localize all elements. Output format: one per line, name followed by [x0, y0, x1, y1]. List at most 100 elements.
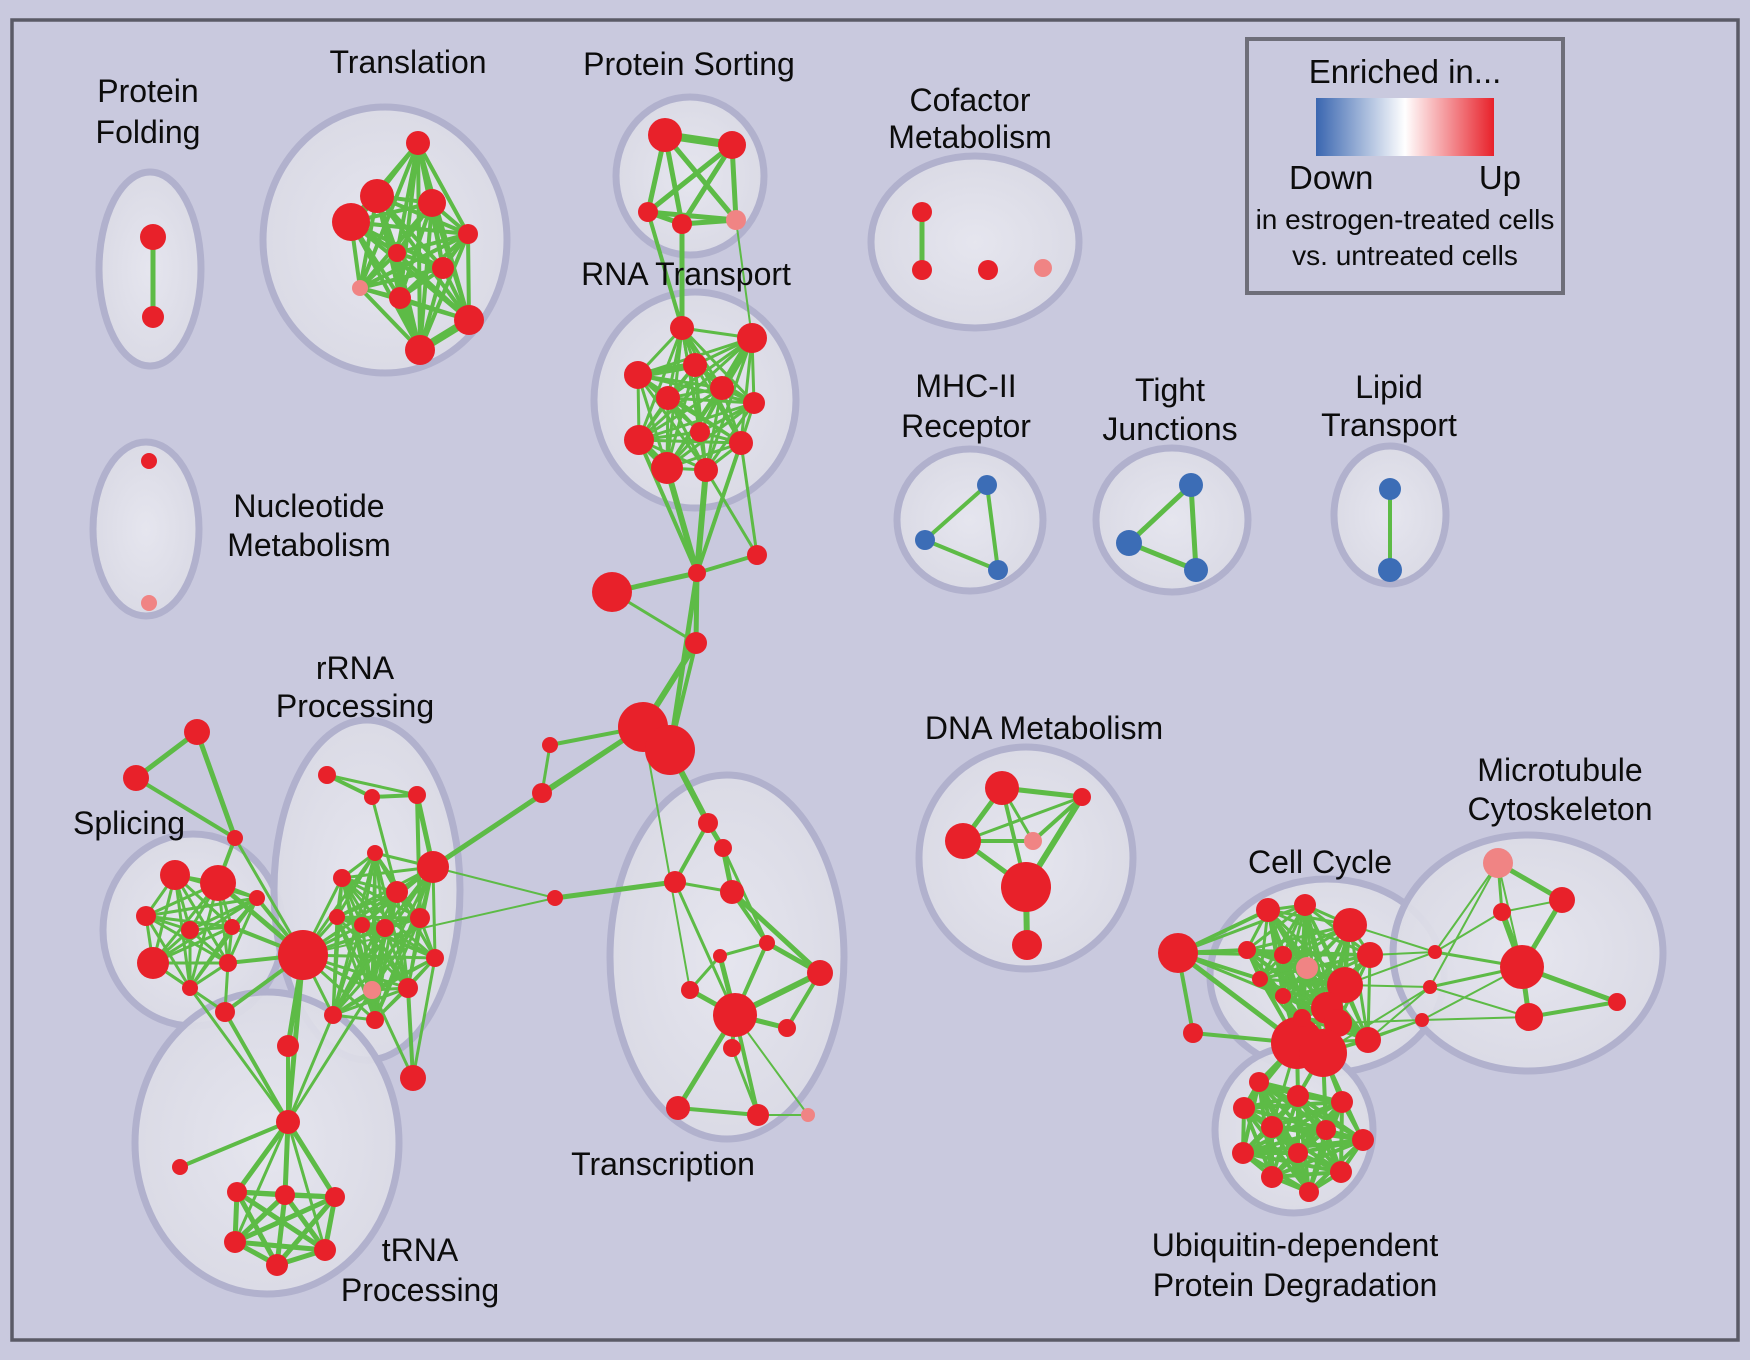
cluster-label-lipid-transport: Transport: [1321, 407, 1457, 443]
network-node-ccb2: [1299, 1029, 1347, 1077]
network-edge: [666, 336, 754, 400]
network-node-rt11: [651, 452, 683, 484]
network-edge: [646, 210, 684, 330]
network-edge: [704, 401, 756, 472]
cluster-label-protein-sorting: Protein Sorting: [583, 46, 795, 82]
network-node-t11: [405, 335, 435, 365]
network-edge: [1241, 1151, 1343, 1174]
network-edge: [331, 916, 422, 1017]
network-node-u2: [1287, 1085, 1309, 1107]
network-edge: [1281, 953, 1372, 998]
network-node-mt2: [1549, 887, 1575, 913]
network-edge: [637, 386, 724, 442]
network-edge: [729, 889, 823, 976]
network-edge: [178, 1120, 290, 1169]
network-edge: [1434, 911, 1503, 953]
network-edge: [1241, 1128, 1328, 1155]
cluster-label-rrna-processing: rRNA: [316, 650, 395, 686]
legend-endpoint-labels: Down Up: [1289, 159, 1521, 197]
network-node-n2: [141, 595, 157, 611]
network-edge: [673, 880, 737, 1017]
network-node-s5: [224, 919, 240, 935]
legend-box: Enriched in... Down Up in estrogen-treat…: [1245, 37, 1565, 295]
network-node-rr14: [398, 978, 418, 998]
network-node-tr3: [807, 960, 833, 986]
network-node-s4: [181, 921, 199, 939]
network-node-tr4: [681, 981, 699, 999]
network-node-mt6: [1515, 1003, 1543, 1031]
network-node-u11: [1330, 1161, 1352, 1183]
network-node-tr1: [713, 949, 727, 963]
network-node-rr15: [400, 1065, 426, 1091]
network-edge: [1367, 986, 1431, 1041]
cluster-ellipse-nucleotide-metabolism: [89, 438, 203, 620]
network-edge: [1434, 862, 1499, 953]
network-edge: [637, 438, 699, 575]
network-edge: [232, 1194, 338, 1245]
network-node-t9: [389, 287, 411, 309]
network-node-tr9: [747, 1104, 769, 1126]
network-edge: [730, 1046, 760, 1117]
network-node-cf4: [1034, 259, 1052, 277]
network-node-d1: [985, 771, 1019, 805]
network-edge: [233, 1120, 290, 1244]
network-node-s10: [215, 1002, 235, 1022]
network-node-rr4: [367, 845, 383, 861]
cluster-label-transcription: Transcription: [571, 1146, 755, 1182]
network-node-ps5: [726, 210, 746, 230]
network-edge: [188, 896, 259, 990]
network-node-rr8: [329, 909, 345, 925]
network-node-ps1: [648, 118, 682, 152]
network-edge: [695, 553, 759, 575]
network-edge: [373, 916, 422, 1022]
network-node-cc12: [1252, 971, 1268, 987]
network-node-h3: [325, 1187, 345, 1207]
legend-title: Enriched in...: [1308, 53, 1502, 90]
network-edge: [1270, 1138, 1365, 1179]
network-node-cchub: [1158, 933, 1198, 973]
network-node-tleft: [547, 890, 563, 906]
network-node-rrp: [363, 981, 381, 999]
network-edge: [358, 266, 445, 290]
network-node-tr10: [801, 1108, 815, 1122]
network-edge: [662, 132, 739, 223]
network-node-mt4: [1500, 945, 1544, 989]
cluster-label-lipid-transport: Lipid: [1355, 369, 1423, 405]
legend-up-label: Up: [1478, 159, 1521, 196]
network-edge: [274, 1194, 338, 1268]
network-edge: [286, 1013, 335, 1124]
network-node-d4: [1024, 832, 1042, 850]
network-edge: [411, 956, 437, 1080]
network-node-cc13: [1275, 988, 1291, 1004]
network-node-tc4: [720, 880, 744, 904]
network-node-rt2: [737, 323, 767, 353]
cluster-label-ubiquitin-degradation: Protein Degradation: [1153, 1267, 1438, 1303]
network-edge: [432, 866, 556, 899]
network-edge: [415, 793, 422, 920]
network-node-ps3: [638, 202, 658, 222]
network-edge: [1527, 1000, 1619, 1019]
legend-gradient-bar: [1316, 98, 1494, 156]
network-edge: [373, 926, 387, 1022]
network-edge: [694, 467, 709, 576]
network-node-u7: [1232, 1142, 1254, 1164]
network-node-t1: [406, 131, 430, 155]
network-node-x1: [184, 719, 210, 745]
network-edge: [1421, 1016, 1530, 1021]
cluster-label-translation: Translation: [329, 44, 486, 80]
network-edge: [134, 776, 237, 840]
network-edge: [1429, 862, 1499, 988]
network-node-t8: [352, 280, 368, 296]
network-node-d3: [945, 823, 981, 859]
network-node-t3: [418, 189, 446, 217]
network-edge: [194, 729, 238, 841]
network-node-rr9: [354, 917, 370, 933]
network-edge: [1337, 1019, 1423, 1024]
network-node-cf1: [912, 202, 932, 222]
network-node-n1: [141, 453, 157, 469]
network-node-ch2: [747, 545, 767, 565]
cluster-ellipse-mhc-ii-receptor: [893, 445, 1047, 595]
network-edge: [1188, 482, 1199, 573]
network-node-ccp: [1296, 957, 1318, 979]
cluster-ellipse-transcription: [606, 771, 848, 1143]
